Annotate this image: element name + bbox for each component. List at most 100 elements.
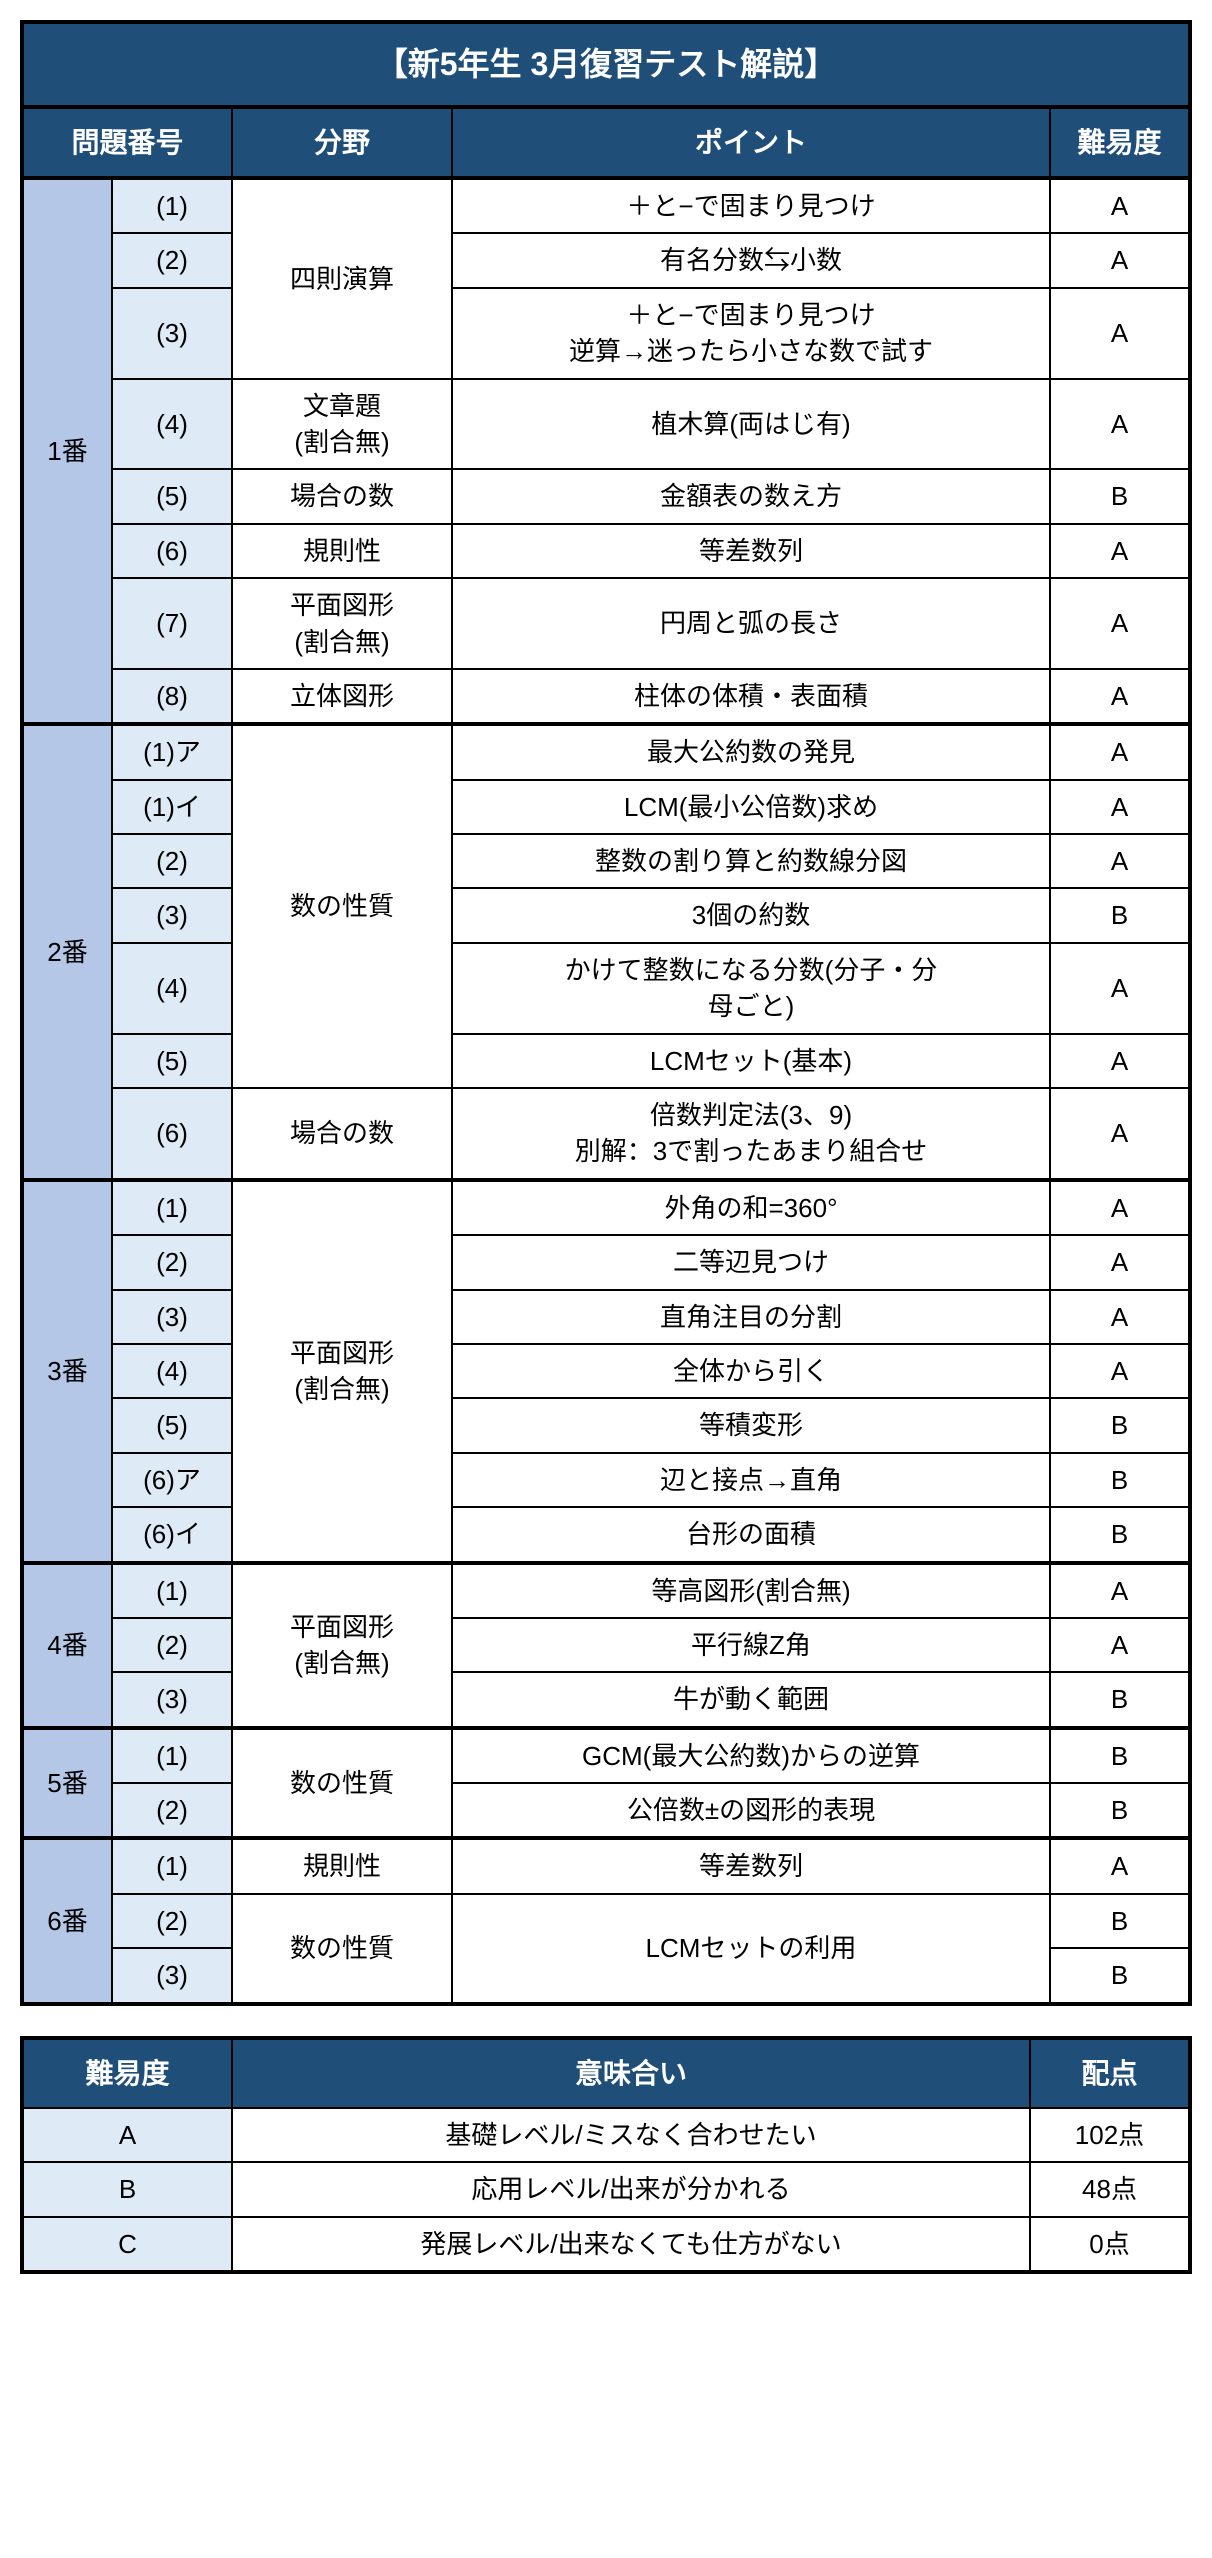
point-cell: 柱体の体積・表面積 bbox=[452, 669, 1050, 724]
point-cell: 平行線Z角 bbox=[452, 1618, 1050, 1672]
difficulty-cell: A bbox=[1050, 1344, 1190, 1398]
sub-number: (3) bbox=[112, 1948, 232, 2003]
sub-number: (1) bbox=[112, 1838, 232, 1893]
legend-difficulty: A bbox=[22, 2108, 232, 2162]
point-cell: 二等辺見つけ bbox=[452, 1235, 1050, 1289]
sub-number: (2) bbox=[112, 1235, 232, 1289]
header-difficulty: 難易度 bbox=[1050, 107, 1190, 178]
point-cell: 直角注目の分割 bbox=[452, 1290, 1050, 1344]
point-cell: 台形の面積 bbox=[452, 1507, 1050, 1562]
point-cell: 有名分数⇆小数 bbox=[452, 233, 1050, 287]
sub-number: (1) bbox=[112, 1728, 232, 1783]
point-cell: 倍数判定法(3、9)別解：3で割ったあまり組合せ bbox=[452, 1088, 1050, 1180]
field-cell: 平面図形(割合無) bbox=[232, 1563, 452, 1728]
point-cell: 辺と接点→直角 bbox=[452, 1453, 1050, 1507]
field-cell: 場合の数 bbox=[232, 1088, 452, 1180]
point-cell: 植木算(両はじ有) bbox=[452, 379, 1050, 470]
difficulty-cell: B bbox=[1050, 1453, 1190, 1507]
difficulty-cell: A bbox=[1050, 669, 1190, 724]
legend-header-difficulty: 難易度 bbox=[22, 2038, 232, 2108]
difficulty-cell: A bbox=[1050, 288, 1190, 379]
difficulty-cell: A bbox=[1050, 1235, 1190, 1289]
legend-header-score: 配点 bbox=[1030, 2038, 1190, 2108]
difficulty-cell: A bbox=[1050, 1034, 1190, 1088]
difficulty-cell: A bbox=[1050, 724, 1190, 779]
point-cell: かけて整数になる分数(分子・分母ごと) bbox=[452, 943, 1050, 1034]
point-cell: 3個の約数 bbox=[452, 888, 1050, 942]
sub-number: (4) bbox=[112, 943, 232, 1034]
difficulty-cell: B bbox=[1050, 1507, 1190, 1562]
sub-number: (2) bbox=[112, 1894, 232, 1948]
sub-number: (6) bbox=[112, 524, 232, 578]
sub-number: (3) bbox=[112, 288, 232, 379]
difficulty-cell: B bbox=[1050, 469, 1190, 523]
problem-number: 4番 bbox=[22, 1563, 112, 1728]
point-cell: LCM(最小公倍数)求め bbox=[452, 780, 1050, 834]
legend-table: 難易度意味合い配点A基礎レベル/ミスなく合わせたい102点B応用レベル/出来が分… bbox=[20, 2036, 1192, 2274]
sub-number: (1) bbox=[112, 178, 232, 233]
point-cell: LCMセットの利用 bbox=[452, 1894, 1050, 2004]
field-cell: 四則演算 bbox=[232, 178, 452, 379]
point-cell: 等差数列 bbox=[452, 524, 1050, 578]
sub-number: (1)ア bbox=[112, 724, 232, 779]
field-cell: 数の性質 bbox=[232, 724, 452, 1088]
sub-number: (1)イ bbox=[112, 780, 232, 834]
sub-number: (3) bbox=[112, 1672, 232, 1727]
legend-difficulty: C bbox=[22, 2217, 232, 2272]
problem-number: 6番 bbox=[22, 1838, 112, 2003]
field-cell: 平面図形(割合無) bbox=[232, 1180, 452, 1563]
field-cell: 数の性質 bbox=[232, 1894, 452, 2004]
sub-number: (4) bbox=[112, 379, 232, 470]
header-point: ポイント bbox=[452, 107, 1050, 178]
field-cell: 規則性 bbox=[232, 524, 452, 578]
difficulty-cell: A bbox=[1050, 524, 1190, 578]
sub-number: (3) bbox=[112, 1290, 232, 1344]
difficulty-cell: A bbox=[1050, 943, 1190, 1034]
sub-number: (6)ア bbox=[112, 1453, 232, 1507]
point-cell: 整数の割り算と約数線分図 bbox=[452, 834, 1050, 888]
difficulty-cell: A bbox=[1050, 1180, 1190, 1235]
legend-meaning: 基礎レベル/ミスなく合わせたい bbox=[232, 2108, 1030, 2162]
difficulty-cell: B bbox=[1050, 888, 1190, 942]
sub-number: (8) bbox=[112, 669, 232, 724]
point-cell: 等差数列 bbox=[452, 1838, 1050, 1893]
point-cell: 全体から引く bbox=[452, 1344, 1050, 1398]
field-cell: 数の性質 bbox=[232, 1728, 452, 1839]
difficulty-cell: A bbox=[1050, 578, 1190, 669]
sub-number: (6)イ bbox=[112, 1507, 232, 1562]
point-cell: 等積変形 bbox=[452, 1398, 1050, 1452]
sub-number: (2) bbox=[112, 834, 232, 888]
problem-number: 1番 bbox=[22, 178, 112, 724]
difficulty-cell: B bbox=[1050, 1672, 1190, 1727]
point-cell: 外角の和=360° bbox=[452, 1180, 1050, 1235]
sub-number: (2) bbox=[112, 1618, 232, 1672]
difficulty-cell: A bbox=[1050, 1088, 1190, 1180]
field-cell: 場合の数 bbox=[232, 469, 452, 523]
difficulty-cell: B bbox=[1050, 1398, 1190, 1452]
point-cell: ＋と−で固まり見つけ逆算→迷ったら小さな数で試す bbox=[452, 288, 1050, 379]
point-cell: 等高図形(割合無) bbox=[452, 1563, 1050, 1618]
difficulty-cell: A bbox=[1050, 233, 1190, 287]
sub-number: (1) bbox=[112, 1180, 232, 1235]
point-cell: 最大公約数の発見 bbox=[452, 724, 1050, 779]
difficulty-cell: B bbox=[1050, 1783, 1190, 1838]
header-field: 分野 bbox=[232, 107, 452, 178]
point-cell: LCMセット(基本) bbox=[452, 1034, 1050, 1088]
difficulty-cell: A bbox=[1050, 1618, 1190, 1672]
sub-number: (5) bbox=[112, 1398, 232, 1452]
difficulty-cell: B bbox=[1050, 1948, 1190, 2003]
difficulty-cell: A bbox=[1050, 1290, 1190, 1344]
sub-number: (4) bbox=[112, 1344, 232, 1398]
field-cell: 平面図形(割合無) bbox=[232, 578, 452, 669]
point-cell: 牛が動く範囲 bbox=[452, 1672, 1050, 1727]
point-cell: 公倍数±の図形的表現 bbox=[452, 1783, 1050, 1838]
table-title: 【新5年生 3月復習テスト解説】 bbox=[22, 22, 1190, 107]
difficulty-cell: B bbox=[1050, 1894, 1190, 1948]
legend-meaning: 発展レベル/出来なくても仕方がない bbox=[232, 2217, 1030, 2272]
problem-number: 5番 bbox=[22, 1728, 112, 1839]
main-table: 【新5年生 3月復習テスト解説】問題番号分野ポイント難易度1番(1)四則演算＋と… bbox=[20, 20, 1192, 2006]
sub-number: (6) bbox=[112, 1088, 232, 1180]
point-cell: 円周と弧の長さ bbox=[452, 578, 1050, 669]
sub-number: (5) bbox=[112, 1034, 232, 1088]
difficulty-cell: A bbox=[1050, 1563, 1190, 1618]
